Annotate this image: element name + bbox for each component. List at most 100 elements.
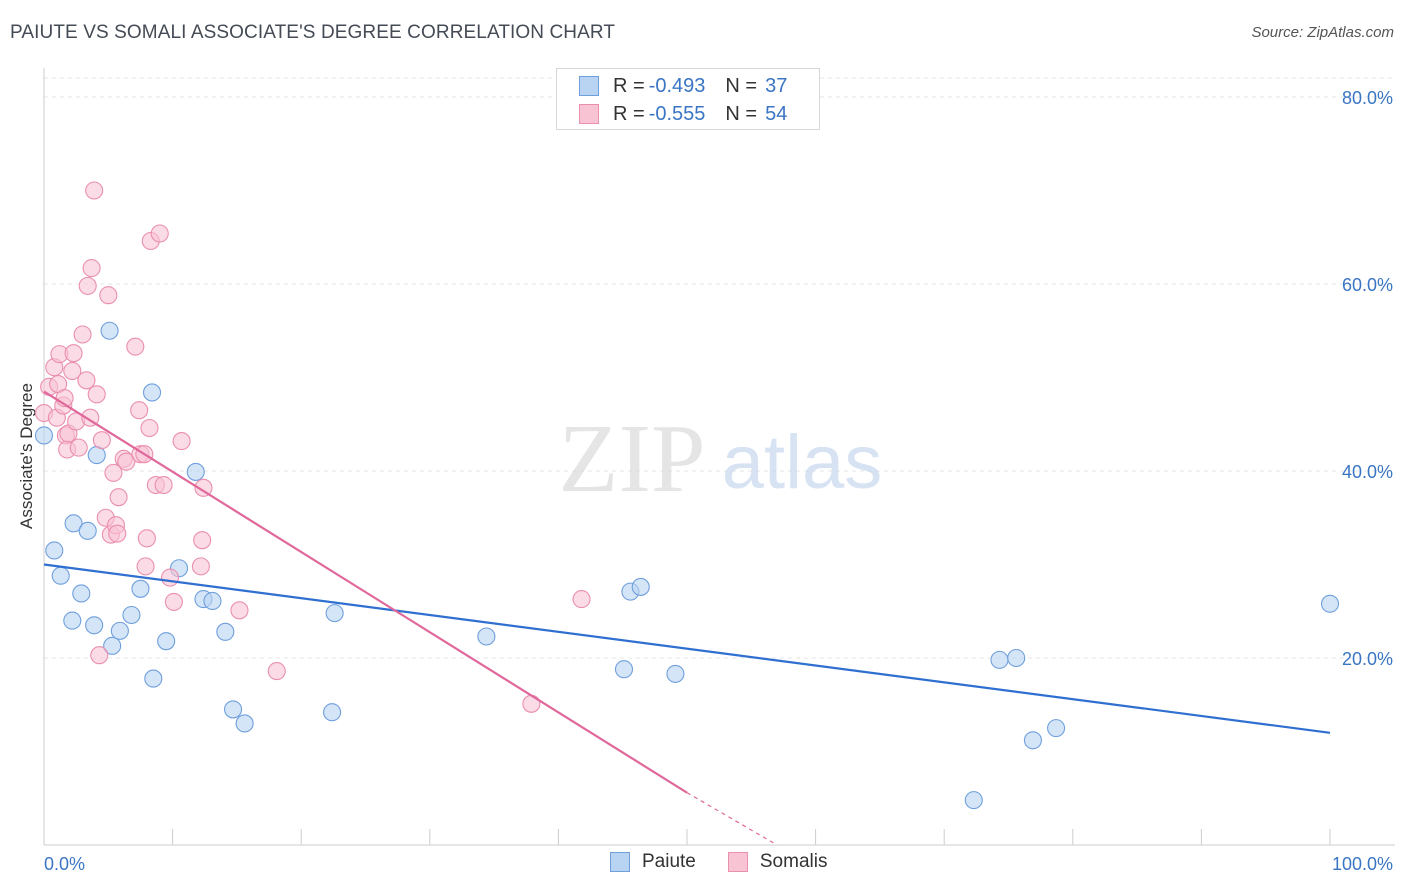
watermark-zip: ZIP xyxy=(559,405,706,513)
data-point-somalis xyxy=(117,452,136,471)
y-tick-label: 60.0% xyxy=(1342,275,1393,295)
trend-line-extension-somalis xyxy=(686,792,778,846)
bottom-legend-item-somalis: Somalis xyxy=(727,851,828,873)
data-point-paiute xyxy=(85,616,104,635)
data-point-somalis xyxy=(99,286,118,305)
data-point-paiute xyxy=(51,566,70,585)
legend-row-paiute: R = -0.493 N = 37 xyxy=(579,72,787,100)
data-points xyxy=(34,181,1340,810)
data-point-somalis xyxy=(92,431,111,450)
series-somalis xyxy=(34,181,591,713)
bottom-legend-label-somalis: Somalis xyxy=(759,851,828,872)
data-point-paiute xyxy=(131,579,150,598)
data-point-paiute xyxy=(631,577,650,596)
data-point-somalis xyxy=(85,181,104,200)
data-point-paiute xyxy=(1007,648,1026,668)
data-point-paiute xyxy=(45,541,64,560)
data-point-somalis xyxy=(90,646,109,665)
legend-r-value: -0.493 xyxy=(648,74,706,97)
data-point-paiute xyxy=(1320,594,1340,613)
data-point-somalis xyxy=(191,557,210,576)
watermark: ZIP atlas xyxy=(559,405,883,513)
data-point-somalis xyxy=(126,337,145,356)
data-point-somalis xyxy=(108,524,127,543)
legend-swatch-somalis xyxy=(579,104,599,124)
data-point-somalis xyxy=(572,590,591,609)
data-point-paiute xyxy=(235,714,254,733)
source-label: Source: ZipAtlas.com xyxy=(1251,24,1394,41)
x-tick-label: 0.0% xyxy=(44,854,85,874)
axes xyxy=(43,68,1395,846)
legend-r-value: -0.555 xyxy=(648,102,706,125)
data-point-somalis xyxy=(154,475,173,495)
x-tick-label: 100.0% xyxy=(1332,854,1393,874)
data-point-somalis xyxy=(82,259,101,278)
data-point-paiute xyxy=(477,627,496,646)
data-point-somalis xyxy=(137,529,156,548)
data-point-somalis xyxy=(267,662,286,681)
data-point-paiute xyxy=(63,611,82,630)
y-tick-label: 80.0% xyxy=(1342,88,1393,108)
data-point-somalis xyxy=(193,531,212,550)
legend-n-value: 54 xyxy=(765,102,788,125)
chart-title: PAIUTE VS SOMALI ASSOCIATE'S DEGREE CORR… xyxy=(10,22,616,43)
legend: R = -0.493 N = 37 R = -0.555 N = 54 xyxy=(556,68,820,130)
y-tick-label: 20.0% xyxy=(1342,649,1393,669)
data-point-paiute xyxy=(1047,719,1066,738)
data-point-somalis xyxy=(194,478,213,497)
bottom-legend-item-paiute: Paiute xyxy=(610,851,696,873)
data-point-somalis xyxy=(63,361,82,381)
data-point-paiute xyxy=(122,605,141,625)
legend-n-label: N = xyxy=(725,102,758,125)
data-point-paiute xyxy=(1023,731,1042,750)
data-point-somalis xyxy=(230,601,249,620)
data-point-somalis xyxy=(130,401,149,420)
tick-labels: 20.0% 40.0% 60.0% 80.0% 0.0% 100.0% xyxy=(44,88,1393,874)
legend-n-value: 37 xyxy=(765,74,788,97)
data-point-paiute xyxy=(103,636,122,655)
trend-line-paiute xyxy=(43,563,1331,734)
series-paiute xyxy=(34,321,1340,810)
legend-r-label: R = xyxy=(613,102,645,125)
data-point-somalis xyxy=(64,344,83,363)
bottom-legend-swatch-somalis xyxy=(727,852,748,872)
data-point-paiute xyxy=(990,650,1009,669)
bottom-legend-swatch-paiute xyxy=(610,852,630,872)
data-point-paiute xyxy=(216,622,235,641)
legend-r-label: R = xyxy=(613,74,645,97)
data-point-somalis xyxy=(73,325,92,344)
y-tick-label: 40.0% xyxy=(1342,462,1393,482)
data-point-paiute xyxy=(614,660,634,679)
data-point-somalis xyxy=(77,371,96,390)
bottom-legend: Paiute Somalis xyxy=(610,851,859,873)
legend-row-somalis: R = -0.555 N = 54 xyxy=(579,100,787,128)
data-point-somalis xyxy=(87,385,106,404)
data-point-somalis xyxy=(522,694,541,713)
data-point-paiute xyxy=(142,383,162,402)
data-point-paiute xyxy=(144,669,163,688)
data-point-somalis xyxy=(172,432,191,451)
data-point-paiute xyxy=(223,700,243,719)
trend-lines xyxy=(43,390,1331,846)
data-point-somalis xyxy=(69,438,88,457)
data-point-somalis xyxy=(78,276,97,295)
data-point-paiute xyxy=(964,791,983,810)
trend-line-somalis xyxy=(43,390,688,794)
data-point-paiute xyxy=(325,604,344,623)
watermark-atlas: atlas xyxy=(722,420,883,505)
data-point-paiute xyxy=(157,632,176,651)
data-point-somalis xyxy=(140,418,159,438)
legend-n-label: N = xyxy=(725,74,758,97)
bottom-legend-label-paiute: Paiute xyxy=(642,851,696,872)
data-point-paiute xyxy=(203,591,222,611)
data-point-paiute xyxy=(100,321,119,340)
legend-swatch-paiute xyxy=(579,76,599,96)
data-point-paiute xyxy=(64,514,83,533)
data-point-somalis xyxy=(150,224,169,243)
data-point-paiute xyxy=(110,621,129,640)
data-point-paiute xyxy=(666,664,685,683)
data-point-somalis xyxy=(109,488,128,507)
data-point-somalis xyxy=(136,557,155,576)
data-point-somalis xyxy=(164,592,183,611)
